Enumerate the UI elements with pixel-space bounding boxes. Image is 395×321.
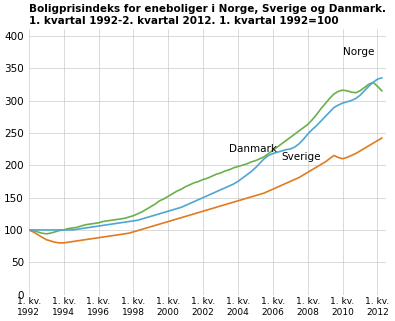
Text: Norge: Norge — [342, 47, 374, 56]
Text: Boligprisindeks for eneboliger i Norge, Sverige og Danmark.
1. kvartal 1992-2. k: Boligprisindeks for eneboliger i Norge, … — [29, 4, 386, 26]
Text: Sverige: Sverige — [282, 152, 321, 162]
Text: Danmark: Danmark — [229, 143, 277, 153]
